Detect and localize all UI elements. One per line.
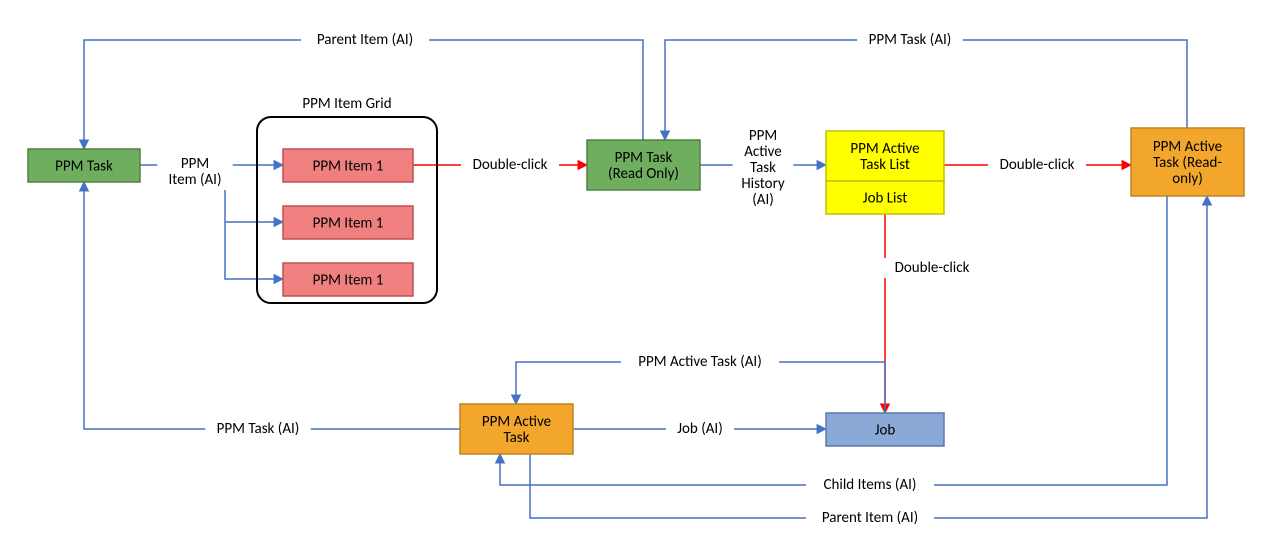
node-label-active_task_list: PPM ActiveTask List — [850, 140, 919, 174]
node-ppm_active_task: PPM ActiveTask — [460, 404, 573, 454]
edge-label-e_dblclick_2: Double-click — [1000, 156, 1075, 174]
ppm-item-grid-label: PPM Item Grid — [302, 95, 391, 113]
edge-label-e_active_task_ai: PPM Active Task (AI) — [638, 353, 762, 371]
node-label-ppm_task_ro: PPM Task(Read Only) — [608, 149, 679, 183]
node-ppm_task_ro: PPM Task(Read Only) — [587, 140, 700, 190]
node-label-ppm_item_1c: PPM Item 1 — [313, 271, 384, 289]
node-active_task_list: PPM ActiveTask List — [826, 131, 944, 181]
node-label-job: Job — [875, 421, 896, 439]
node-ppm_active_ro: PPM ActiveTask (Read-only) — [1131, 128, 1244, 196]
node-ppm_item_1b: PPM Item 1 — [283, 206, 413, 239]
node-job_list: Job List — [826, 181, 944, 214]
flowchart-canvas: PPM Item Grid PPM Task PPM Item 1 PPM Item… — [0, 0, 1270, 545]
node-label-ppm_item_1b: PPM Item 1 — [313, 214, 384, 232]
edge-label-e_dblclick_1: Double-click — [473, 156, 548, 174]
node-ppm_task: PPM Task — [28, 149, 140, 182]
edge-label-e_dblclick_3: Double-click — [895, 259, 970, 277]
edge-e_item_branch_b — [225, 165, 283, 222]
node-job: Job — [826, 413, 944, 446]
node-label-ppm_task: PPM Task — [55, 157, 113, 175]
node-label-ppm_item_1a: PPM Item 1 — [313, 157, 384, 175]
node-ppm_item_1a: PPM Item 1 — [283, 149, 413, 182]
edge-label-e_top_parent: Parent Item (AI) — [317, 31, 413, 49]
edge-label-e_ppm_task_ai_L: PPM Task (AI) — [217, 420, 300, 438]
edge-label-e_child_items: Child Items (AI) — [824, 476, 917, 494]
node-ppm_item_1c: PPM Item 1 — [283, 263, 413, 296]
edge-label-e_top_ppmtask_ai: PPM Task (AI) — [869, 31, 952, 49]
edges-layer — [84, 40, 1207, 518]
edge-label-e_job_ai: Job (AI) — [677, 420, 723, 438]
edge-e_item_branch_c — [225, 222, 283, 279]
edge-e_top_ppmtask_ai — [665, 40, 1187, 140]
node-label-job_list: Job List — [863, 189, 907, 207]
edge-label-e_parent_item_bot: Parent Item (AI) — [822, 509, 918, 527]
